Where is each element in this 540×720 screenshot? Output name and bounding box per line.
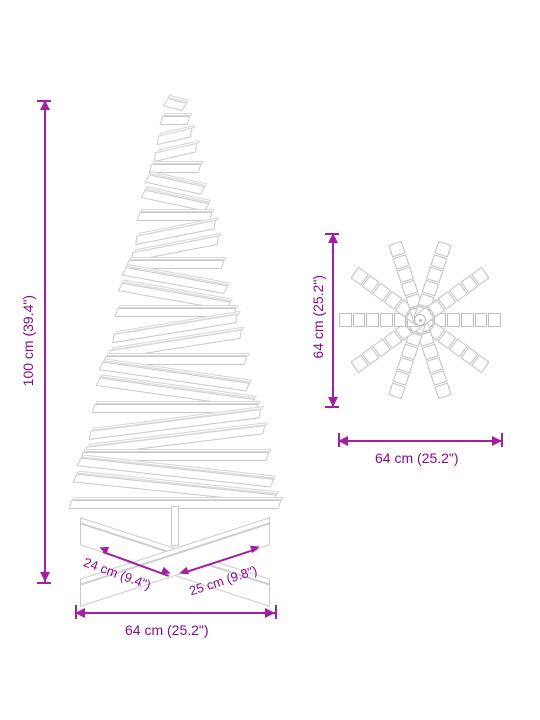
- blade-segment: [475, 313, 488, 327]
- dim-line-top-height: [332, 233, 334, 407]
- blade-segment: [353, 313, 366, 327]
- arrow-up: [328, 233, 338, 243]
- tree-plank-top: [118, 305, 238, 308]
- arrow-left: [338, 436, 348, 446]
- arrow-right: [265, 608, 275, 618]
- blade-segment: [434, 383, 451, 399]
- tree-plank-top: [141, 209, 215, 212]
- blade-segment: [380, 313, 393, 327]
- tree-trunk: [171, 506, 179, 546]
- arrow-left: [75, 608, 85, 618]
- label-tree-height: 100 cm (39.4"): [20, 295, 37, 386]
- tree-plank-top: [130, 257, 227, 260]
- arrow-up: [40, 100, 50, 110]
- arrow-right: [492, 436, 502, 446]
- dim-line-top-width: [338, 440, 502, 442]
- tree-plank-top: [164, 113, 193, 116]
- blade-segment: [366, 313, 379, 327]
- tree-plank-top: [152, 161, 203, 164]
- topview-hub-dot: [419, 319, 422, 322]
- blade-segment: [447, 313, 460, 327]
- tree-plank-top: [73, 497, 284, 500]
- blade-segment: [339, 313, 352, 327]
- dim-line-tree-height: [44, 100, 46, 582]
- dim-cap: [275, 605, 277, 619]
- tree-plank: [160, 116, 191, 125]
- diagram-canvas: 100 cm (39.4") 64 cm (25.2") 24 cm (9.4"…: [0, 0, 540, 720]
- tree-plank-top: [107, 353, 250, 356]
- arrow-down: [328, 397, 338, 407]
- label-top-width: 64 cm (25.2"): [375, 450, 459, 467]
- arrow-down: [40, 572, 50, 582]
- label-top-height: 64 cm (25.2"): [310, 275, 327, 359]
- dim-line-tree-width: [75, 612, 275, 614]
- tree-plank-top: [95, 401, 260, 404]
- blade-segment: [461, 313, 474, 327]
- tree-plank-top: [84, 449, 272, 452]
- topview-drawing: [330, 230, 510, 410]
- dim-cap: [37, 582, 51, 584]
- blade-segment: [488, 313, 501, 327]
- label-tree-width: 64 cm (25.2"): [125, 622, 209, 639]
